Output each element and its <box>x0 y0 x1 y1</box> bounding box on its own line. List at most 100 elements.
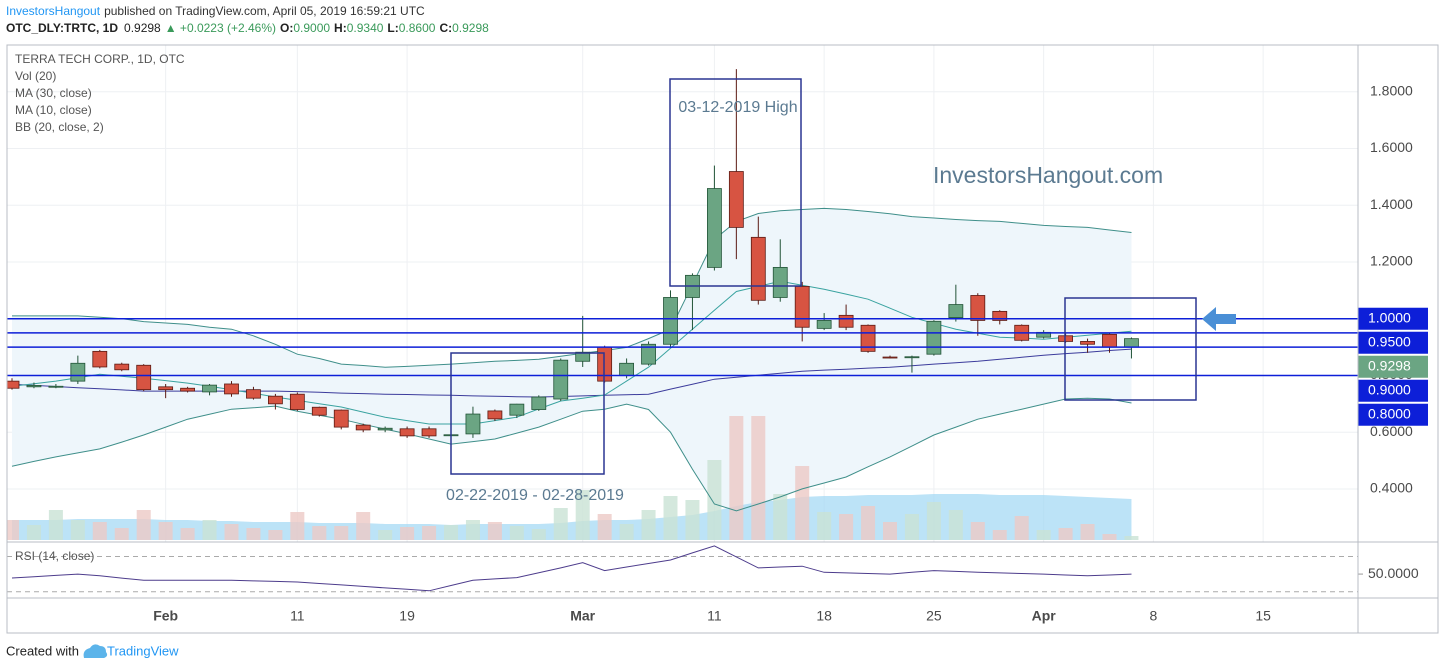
candle-body <box>311 406 327 416</box>
y-tick-label: 50.0000 <box>1368 565 1419 581</box>
volume-bar <box>861 506 876 540</box>
candle-body <box>750 236 766 301</box>
annotation: 02-22-2019 - 02-28-2019 <box>446 487 624 504</box>
volume-bar <box>26 525 41 540</box>
candle-body <box>399 428 415 437</box>
volume-bar <box>290 512 305 540</box>
line-label: 0.9000 <box>1368 381 1411 397</box>
candle-body <box>838 314 854 328</box>
candle-body <box>158 386 174 391</box>
candle-body <box>970 295 986 321</box>
volume-bar <box>1014 516 1029 540</box>
candle-body <box>267 395 283 405</box>
volume-bar <box>158 522 173 540</box>
x-tick-label: 18 <box>816 608 832 624</box>
x-tick-label: 25 <box>926 608 942 624</box>
ohlc-label: H: <box>334 21 347 35</box>
volume-bar <box>268 530 283 540</box>
x-tick-label: 8 <box>1150 608 1158 624</box>
x-tick-label: 19 <box>399 608 415 624</box>
watermark: InvestorsHangout.com <box>933 162 1163 188</box>
volume-bar <box>839 514 854 540</box>
footer-text: Created with <box>6 643 79 658</box>
author: InvestorsHangout <box>6 4 101 18</box>
candle-body <box>882 356 898 359</box>
line-label: 1.0000 <box>1368 309 1411 325</box>
rsi-pane <box>7 545 1358 593</box>
candle-body <box>926 320 942 355</box>
candle-body <box>70 362 86 382</box>
frame <box>6 44 1439 634</box>
x-tick-label: Mar <box>570 608 595 624</box>
volume-bar <box>795 466 810 540</box>
candle-body <box>575 351 591 362</box>
volume-bar <box>597 514 612 540</box>
candle-body <box>202 384 217 393</box>
x-tick-label: Feb <box>153 608 178 624</box>
bb-line <box>12 207 1132 368</box>
x-tick-label: 15 <box>1255 608 1271 624</box>
volume-bar <box>817 512 832 540</box>
ohlc-value: 0.8600 <box>399 21 436 35</box>
volume-bar <box>246 528 261 540</box>
candle-body <box>728 171 744 228</box>
volume-bar <box>1080 524 1095 540</box>
y-tick-label: 1.8000 <box>1370 83 1413 99</box>
y-tick-label: 1.4000 <box>1370 196 1413 212</box>
candle-body <box>487 410 503 420</box>
volume-bar <box>334 526 349 540</box>
legend-entry: MA (30, close) <box>15 86 92 100</box>
candle-body <box>948 304 964 319</box>
volume-bar <box>926 502 941 540</box>
volume-bar <box>904 514 919 540</box>
footer-brand: TradingView <box>107 643 179 658</box>
volume-bar <box>7 520 19 540</box>
candle-body <box>904 356 920 359</box>
candle-body <box>246 389 261 399</box>
ohlc-value: 0.9000 <box>293 21 330 35</box>
volume-bar <box>992 530 1007 540</box>
volume-bar <box>509 526 524 540</box>
ma-line <box>11 280 1132 425</box>
volume-bar <box>948 510 963 540</box>
candle-body <box>355 424 371 431</box>
candle-body <box>333 409 349 428</box>
volume-bar <box>48 510 63 540</box>
last-price-label-bg <box>1358 355 1428 378</box>
volume-bar <box>553 508 568 540</box>
change: ▲ +0.0223 (+2.46%) <box>165 21 276 35</box>
annotation-box <box>669 78 802 287</box>
line-label-bg <box>1358 379 1428 402</box>
volume-bar <box>465 520 480 540</box>
volume-bar <box>1124 536 1139 540</box>
volume-bar <box>92 522 107 540</box>
volume-bar <box>1102 534 1117 540</box>
candle-body <box>92 350 108 368</box>
candle-body <box>180 387 196 392</box>
annotation-box <box>450 352 605 475</box>
candle-body <box>289 393 305 410</box>
candle-body <box>509 403 525 416</box>
candle-body <box>465 413 481 435</box>
volume-bar <box>444 525 458 540</box>
volume-bar <box>619 524 634 540</box>
y-tick-label: 0.6000 <box>1370 423 1413 439</box>
plot-layer: Feb 11 19 Mar 11 18 25 Apr 8 15 1.8000 1.6000 1.4000… <box>7 45 1428 624</box>
volume-bar <box>180 528 195 540</box>
volume-bar <box>487 522 502 540</box>
line-label-bg <box>1358 307 1428 330</box>
x-tick-label: Apr <box>1032 608 1057 624</box>
ohlc-label: L: <box>387 21 398 35</box>
published: published on TradingView.com, April 05, … <box>104 4 425 18</box>
candle-body <box>707 188 722 268</box>
volume-bar <box>685 500 700 540</box>
bb-line <box>11 397 1132 512</box>
x-tick-label: 11 <box>707 608 722 624</box>
line-label: 0.8000 <box>1368 405 1411 421</box>
volume-bar <box>114 528 129 540</box>
volume-bar <box>729 416 744 540</box>
price-pane <box>7 45 1358 542</box>
candle-body <box>26 385 42 388</box>
volume-bar <box>400 527 415 540</box>
